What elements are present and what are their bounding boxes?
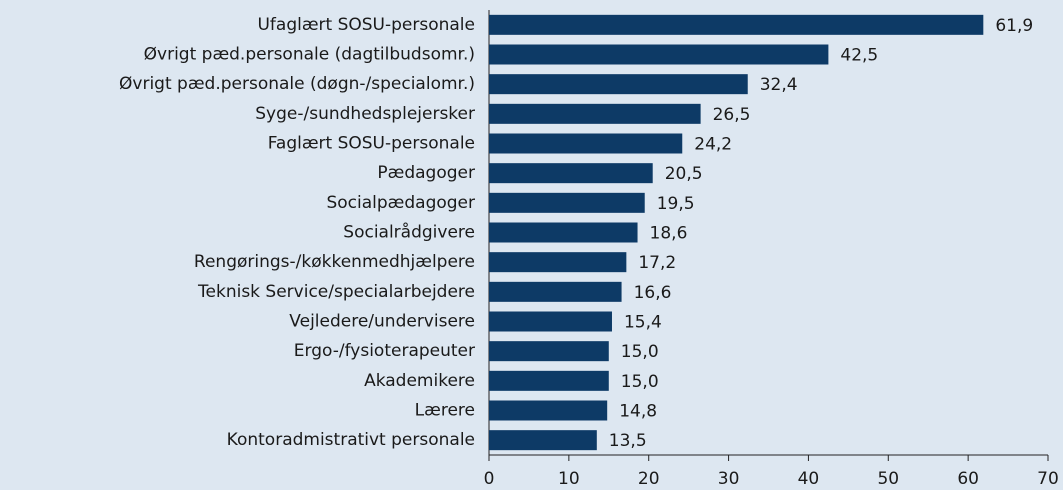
value-label: 13,5 <box>609 431 647 451</box>
x-tick-label: 30 <box>718 469 740 489</box>
category-label: Socialpædagoger <box>326 193 475 213</box>
bar <box>489 252 627 273</box>
category-label: Syge-/sundhedsplejersker <box>255 104 475 124</box>
value-label: 32,4 <box>760 75 798 95</box>
value-label: 61,9 <box>995 16 1033 36</box>
value-label: 18,6 <box>650 224 688 244</box>
value-label: 16,6 <box>634 283 672 303</box>
category-label: Socialrådgivere <box>343 222 475 243</box>
bar <box>489 311 612 332</box>
value-label: 15,4 <box>624 313 662 333</box>
value-label: 24,2 <box>694 135 732 155</box>
category-label: Øvrigt pæd.personale (døgn-/specialomr.) <box>119 74 475 94</box>
value-label: 19,5 <box>657 194 695 214</box>
x-tick-label: 70 <box>1037 469 1059 489</box>
x-tick-label: 60 <box>957 469 979 489</box>
x-tick-label: 20 <box>638 469 660 489</box>
category-label: Øvrigt pæd.personale (dagtilbudsomr.) <box>144 45 475 65</box>
x-tick-label: 0 <box>484 469 495 489</box>
bar <box>489 400 608 421</box>
bar <box>489 222 638 243</box>
bar <box>489 341 609 362</box>
category-label: Teknisk Service/specialarbejdere <box>197 282 475 302</box>
bar <box>489 370 609 391</box>
category-label: Kontoradmistrativt personale <box>227 430 475 450</box>
value-label: 42,5 <box>840 46 878 66</box>
value-label: 15,0 <box>621 342 659 362</box>
value-label: 17,2 <box>638 253 676 273</box>
value-label: 26,5 <box>713 105 751 125</box>
category-label: Rengørings-/køkkenmedhjælpere <box>194 252 475 272</box>
bar <box>489 103 701 124</box>
x-tick-label: 10 <box>558 469 580 489</box>
value-label: 14,8 <box>619 402 657 422</box>
bar <box>489 74 748 95</box>
bar <box>489 163 653 184</box>
bar <box>489 430 597 451</box>
bar <box>489 14 984 35</box>
category-label: Faglært SOSU-personale <box>268 134 475 154</box>
category-label: Pædagoger <box>377 163 475 183</box>
bar <box>489 133 683 154</box>
category-label: Vejledere/undervisere <box>289 312 475 332</box>
category-label: Akademikere <box>364 371 475 391</box>
x-tick-label: 50 <box>877 469 899 489</box>
x-tick-label: 40 <box>798 469 820 489</box>
category-label: Ufaglært SOSU-personale <box>257 15 475 35</box>
bar <box>489 44 829 65</box>
category-label: Lærere <box>415 401 475 421</box>
category-label: Ergo-/fysioterapeuter <box>294 341 475 361</box>
value-label: 20,5 <box>665 164 703 184</box>
value-label: 15,0 <box>621 372 659 392</box>
bar <box>489 192 645 213</box>
bar <box>489 281 622 302</box>
